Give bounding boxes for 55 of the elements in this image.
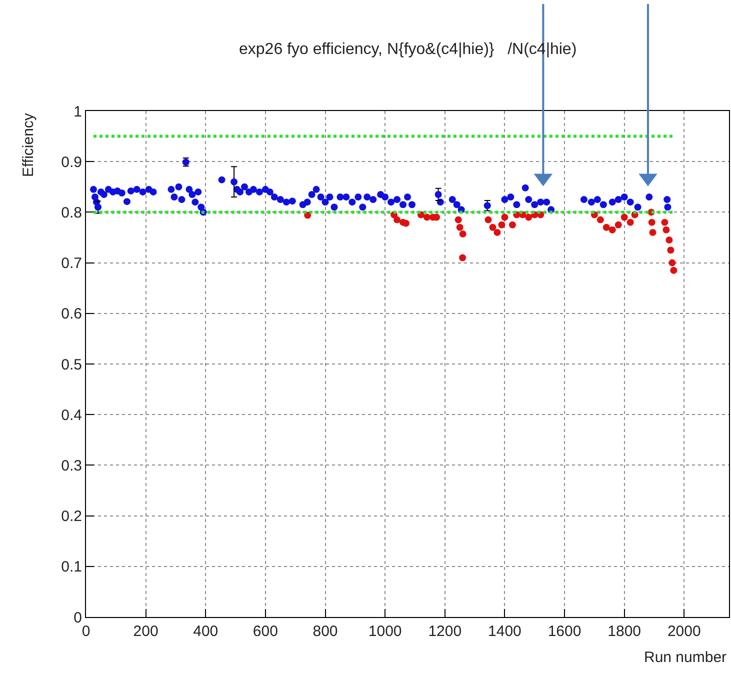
y-tick-label: 0.7: [61, 255, 82, 272]
point: [666, 236, 673, 244]
y-tick-label: 0: [74, 609, 82, 626]
x-tick-label: 800: [312, 623, 338, 640]
point: [608, 226, 616, 234]
point: [667, 246, 674, 254]
point: [649, 228, 656, 236]
point: [498, 221, 506, 228]
y-tick-label: 0.1: [61, 558, 82, 576]
y-tick-label: 0.8: [61, 204, 82, 222]
point: [670, 266, 678, 274]
point: [459, 254, 466, 262]
point: [602, 224, 610, 231]
point: [394, 216, 401, 224]
x-axis-title: Run number: [644, 649, 727, 666]
y-tick-label: 0.9: [61, 154, 82, 171]
x-tick-label: 1200: [428, 623, 462, 640]
point: [423, 214, 430, 221]
point: [434, 190, 442, 198]
point: [525, 214, 532, 221]
point: [489, 224, 496, 231]
y-tick-label: 0.3: [61, 457, 82, 474]
point: [230, 178, 238, 186]
point: [596, 216, 604, 224]
point: [456, 224, 464, 231]
x-tick-label: 1000: [368, 623, 402, 640]
point: [662, 226, 670, 234]
point: [484, 216, 492, 224]
y-axis-title: Efficiency: [20, 112, 37, 177]
x-tick-label: 1800: [608, 623, 642, 640]
y-tick-label: 1: [74, 103, 82, 120]
y-tick-label: 0.2: [61, 508, 82, 526]
x-tick-label: 1400: [488, 623, 522, 640]
x-tick-label: 600: [252, 623, 278, 640]
point: [508, 221, 516, 228]
y-tick-label: 0.4: [61, 406, 82, 424]
point: [668, 259, 676, 266]
x-tick-label: 1600: [548, 623, 582, 640]
point: [648, 218, 656, 226]
point: [304, 212, 312, 219]
y-tick-label: 0.6: [61, 306, 82, 323]
point: [661, 218, 668, 226]
x-tick-label: 2000: [667, 623, 701, 640]
point: [494, 228, 501, 236]
y-tick-label: 0.5: [61, 356, 82, 374]
point: [454, 216, 462, 224]
point: [459, 230, 466, 238]
point: [620, 214, 628, 221]
point: [94, 204, 102, 211]
x-tick-label: 200: [133, 623, 158, 640]
point: [402, 220, 410, 227]
x-tick-label: 400: [193, 623, 218, 640]
point: [626, 218, 634, 226]
point: [614, 221, 622, 228]
point: [501, 214, 508, 221]
